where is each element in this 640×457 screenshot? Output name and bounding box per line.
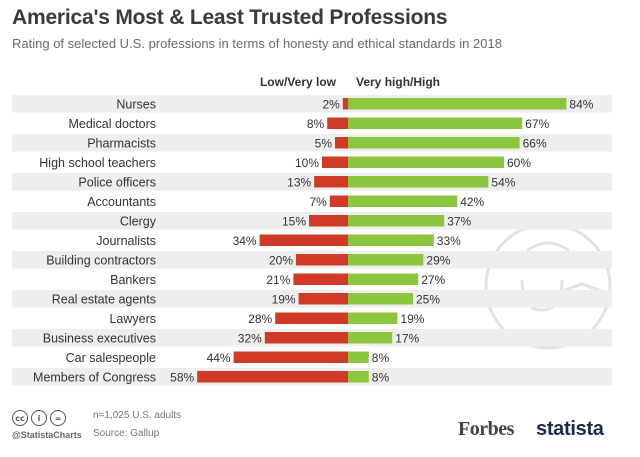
bar-low (322, 156, 348, 168)
category-label: High school teachers (39, 156, 156, 170)
bar-high (348, 351, 369, 363)
data-label-high: 67% (525, 117, 549, 131)
data-label-low: 5% (315, 136, 333, 150)
category-label: Journalists (96, 234, 156, 248)
data-label-low: 44% (207, 351, 231, 365)
chart: Low/Very low Very high/High Nurses 2% 84% Me… (12, 75, 612, 386)
bar-low (296, 254, 348, 266)
data-label-low: 58% (170, 370, 194, 384)
data-label-low: 15% (282, 214, 306, 228)
bar-high (348, 254, 424, 266)
bar-low (314, 176, 348, 188)
data-label-high: 8% (372, 370, 390, 384)
data-label-low: 21% (266, 273, 290, 287)
data-label-high: 8% (372, 351, 390, 365)
license-icons: cc i = (12, 410, 66, 426)
bar-high (348, 215, 445, 227)
category-label: Building contractors (46, 253, 156, 267)
data-label-low: 7% (309, 195, 327, 209)
data-label-low: 10% (295, 156, 319, 170)
data-label-high: 42% (460, 195, 484, 209)
chart-subtitle: Rating of selected U.S. professions in t… (12, 36, 502, 51)
data-label-high: 17% (395, 331, 419, 345)
no-derivatives-icon: = (50, 410, 66, 426)
category-label: Clergy (120, 214, 157, 228)
bar-high (348, 293, 413, 305)
legend-high: Very high/High (356, 75, 440, 89)
category-label: Lawyers (109, 312, 156, 326)
data-label-high: 37% (447, 214, 471, 228)
category-label: Car salespeople (66, 351, 156, 365)
data-label-low: 13% (287, 175, 311, 189)
bar-low (335, 137, 348, 149)
bar-low (259, 234, 348, 246)
bar-high (348, 332, 393, 344)
legend-low: Low/Very low (260, 75, 337, 89)
data-label-high: 84% (569, 97, 593, 111)
data-label-low: 32% (238, 331, 262, 345)
category-label: Real estate agents (52, 292, 156, 306)
category-label: Members of Congress (33, 370, 156, 384)
bar-high (348, 117, 523, 129)
bar-high (348, 176, 489, 188)
bar-low (309, 215, 348, 227)
data-label-high: 54% (491, 175, 515, 189)
data-label-low: 19% (272, 292, 296, 306)
bar-high (348, 195, 458, 207)
category-label: Business executives (43, 331, 156, 345)
data-label-high: 27% (421, 273, 445, 287)
data-label-high: 19% (400, 312, 424, 326)
source-note: Source: Gallup (93, 428, 160, 439)
bar-high (348, 312, 398, 324)
data-label-high: 29% (426, 253, 450, 267)
data-label-low: 2% (322, 97, 340, 111)
bar-high (348, 156, 504, 168)
data-label-high: 25% (416, 292, 440, 306)
sample-note: n=1,025 U.S. adults (93, 410, 182, 421)
bar-low (264, 332, 348, 344)
bar-low (327, 117, 348, 129)
data-label-high: 60% (507, 156, 531, 170)
category-label: Nurses (116, 97, 156, 111)
bar-high (348, 371, 369, 383)
bar-high (348, 98, 567, 110)
data-label-high: 66% (523, 136, 547, 150)
data-label-low: 28% (248, 312, 272, 326)
category-label: Bankers (110, 273, 156, 287)
bar-low (275, 312, 348, 324)
category-label: Police officers (78, 175, 156, 189)
chart-title: America's Most & Least Trusted Professio… (12, 6, 448, 29)
statista-handle: @StatistaCharts (12, 430, 82, 440)
bar-high (348, 137, 520, 149)
cc-icon: cc (12, 410, 28, 426)
bar-low (342, 98, 348, 110)
bar-low (233, 351, 348, 363)
data-label-low: 20% (269, 253, 293, 267)
bar-low (293, 273, 348, 285)
category-label: Accountants (87, 195, 156, 209)
attribution-icon: i (31, 410, 47, 426)
forbes-logo: Forbes (458, 418, 514, 440)
data-label-low: 34% (233, 234, 257, 248)
bar-high (348, 234, 434, 246)
bar-low (329, 195, 348, 207)
category-label: Medical doctors (68, 117, 156, 131)
data-label-low: 8% (307, 117, 325, 131)
data-label-high: 33% (437, 234, 461, 248)
bar-high (348, 273, 419, 285)
statista-logo: statista (536, 418, 604, 440)
bar-low (298, 293, 348, 305)
category-label: Pharmacists (87, 136, 156, 150)
bar-low (197, 371, 348, 383)
